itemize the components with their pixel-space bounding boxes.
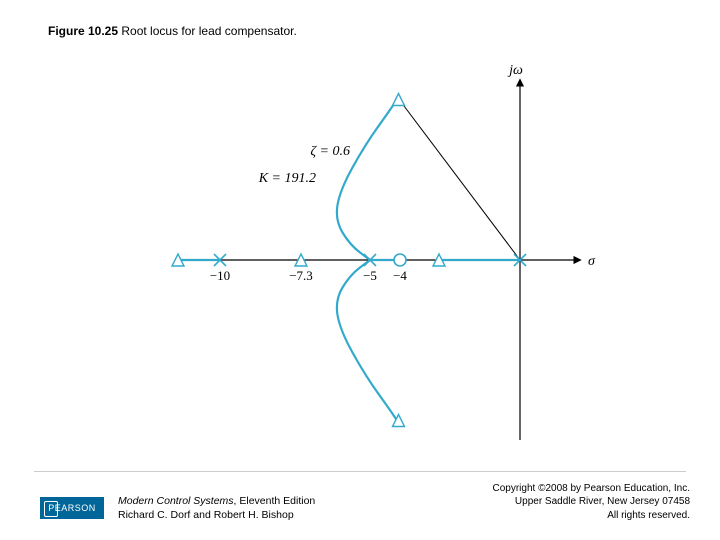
figure-label: Figure 10.25	[48, 24, 118, 38]
footer: PEARSON Modern Control Systems, Eleventh…	[0, 482, 720, 523]
footer-divider	[34, 471, 686, 472]
book-info: Modern Control Systems, Eleventh Edition…	[118, 494, 315, 522]
book-title: Modern Control Systems	[118, 495, 234, 507]
pearson-logo-text: PEARSON	[48, 503, 96, 513]
svg-text:−4: −4	[393, 268, 407, 283]
pearson-logo: PEARSON	[40, 497, 104, 519]
copyright-line-1: Copyright ©2008 by Pearson Education, In…	[493, 483, 691, 494]
copyright-line-2: Upper Saddle River, New Jersey 07458	[515, 496, 690, 507]
svg-text:σ: σ	[588, 254, 596, 269]
svg-text:−7.3: −7.3	[289, 268, 313, 283]
footer-left: PEARSON Modern Control Systems, Eleventh…	[40, 494, 315, 522]
figure-caption: Root locus for lead compensator.	[121, 24, 296, 38]
svg-text:−10: −10	[210, 268, 230, 283]
book-edition: , Eleventh Edition	[234, 495, 316, 507]
copyright-line-3: All rights reserved.	[607, 510, 690, 521]
svg-text:ζ = 0.6: ζ = 0.6	[310, 144, 350, 159]
figure-title: Figure 10.25 Root locus for lead compens…	[48, 24, 297, 38]
svg-text:K = 191.2: K = 191.2	[258, 171, 316, 186]
book-authors: Richard C. Dorf and Robert H. Bishop	[118, 509, 294, 521]
root-locus-diagram: σ jω −10 −7.3 −5 −4 ζ = 0.6 K = 191.2	[140, 60, 620, 460]
footer-right: Copyright ©2008 by Pearson Education, In…	[493, 482, 691, 523]
svg-text:jω: jω	[507, 63, 523, 78]
svg-text:−5: −5	[363, 268, 377, 283]
